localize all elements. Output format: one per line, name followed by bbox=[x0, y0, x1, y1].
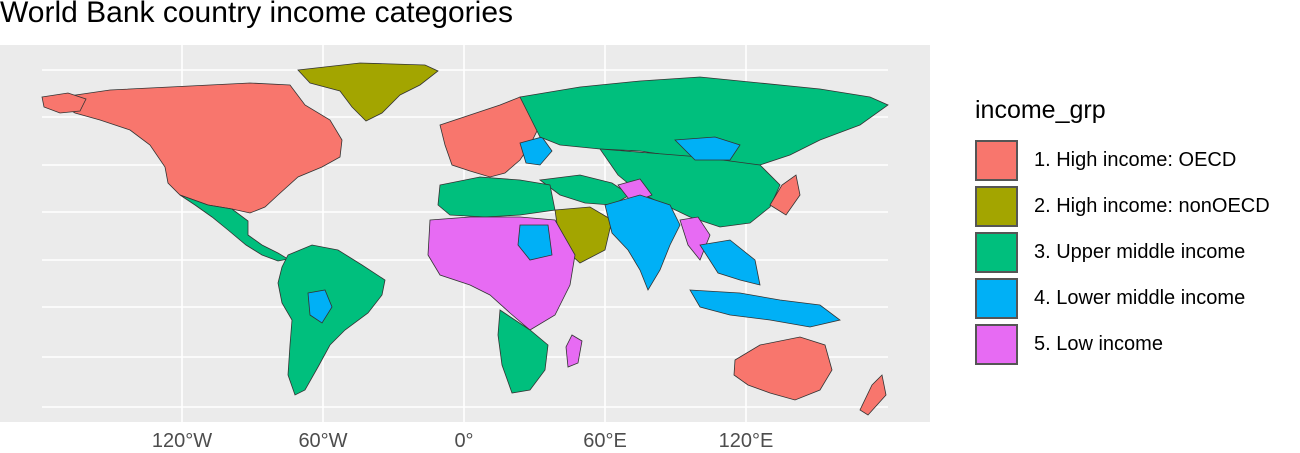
region-australia bbox=[733, 336, 833, 401]
legend-label: 5. Low income bbox=[1034, 332, 1163, 355]
region-nigeria-sudan bbox=[517, 224, 553, 261]
legend-item: 2. High income: nonOECD bbox=[975, 183, 1270, 229]
region-southern-africa bbox=[497, 309, 549, 394]
x-tick-label: 120°E bbox=[718, 430, 774, 452]
legend-swatch bbox=[975, 139, 1018, 181]
region-middle-east bbox=[538, 174, 631, 206]
region-alaska bbox=[41, 92, 87, 114]
region-indonesia bbox=[689, 289, 841, 328]
region-eastern-europe bbox=[519, 136, 553, 166]
legend-label: 3. Upper middle income bbox=[1034, 240, 1246, 263]
x-tick-label: 120°W bbox=[151, 430, 213, 452]
region-japan bbox=[769, 174, 801, 216]
map-panel bbox=[0, 45, 930, 422]
region-bolivia-paraguay bbox=[307, 289, 333, 324]
region-new-zealand bbox=[859, 374, 887, 416]
legend: income_grp 1. High income: OECD 2. High … bbox=[975, 96, 1270, 367]
region-india bbox=[604, 194, 681, 291]
legend-item: 3. Upper middle income bbox=[975, 229, 1270, 275]
legend-swatch bbox=[975, 277, 1018, 319]
x-tick-label: 60°W bbox=[298, 430, 348, 452]
legend-label: 1. High income: OECD bbox=[1034, 148, 1237, 171]
x-tick-label: 0° bbox=[454, 430, 474, 452]
region-southeast-asia bbox=[699, 239, 761, 286]
legend-item: 5. Low income bbox=[975, 321, 1270, 367]
legend-label: 4. Lower middle income bbox=[1034, 286, 1246, 309]
legend-title: income_grp bbox=[975, 96, 1106, 124]
legend-swatch bbox=[975, 323, 1018, 365]
x-tick-label: 60°E bbox=[583, 430, 627, 452]
legend-item: 1. High income: OECD bbox=[975, 137, 1270, 183]
region-mongolia bbox=[674, 136, 741, 161]
region-north-america bbox=[61, 82, 343, 214]
region-south-america bbox=[277, 244, 386, 396]
region-north-africa bbox=[437, 176, 556, 218]
region-russia bbox=[519, 76, 889, 166]
world-map-svg bbox=[41, 45, 889, 422]
legend-swatch bbox=[975, 185, 1018, 227]
legend-label: 2. High income: nonOECD bbox=[1034, 194, 1270, 217]
legend-swatch bbox=[975, 231, 1018, 273]
region-greenland bbox=[297, 62, 439, 122]
region-madagascar bbox=[565, 334, 583, 368]
legend-item: 4. Lower middle income bbox=[975, 275, 1270, 321]
map-title: World Bank country income categories bbox=[0, 0, 514, 29]
